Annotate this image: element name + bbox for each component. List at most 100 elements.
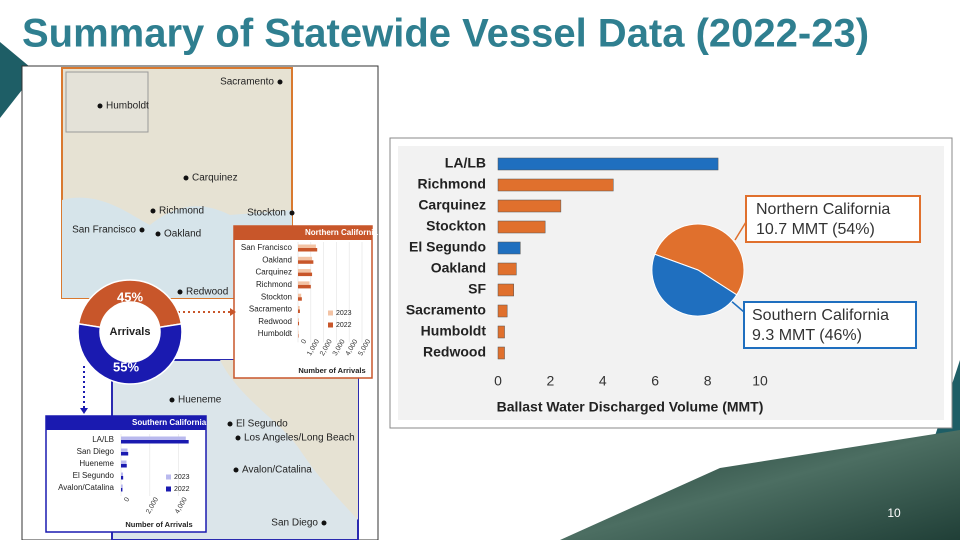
category-label: Humboldt [258,329,293,338]
map-dot [277,79,283,85]
map-dot [155,231,161,237]
map-label: Sacramento [220,77,274,88]
north-chart-header [234,226,372,240]
bar [121,440,189,444]
callout-box [743,301,917,349]
map-label: Carquinez [192,173,238,184]
bar [121,488,123,492]
bar [497,220,546,234]
bar [298,269,311,273]
category-label: El Segundo [73,471,115,480]
map-label: Oakland [164,229,201,240]
map-label: San Diego [271,518,318,529]
bar [497,262,517,276]
map-dot [183,175,189,181]
bar [298,293,302,298]
inset-map [65,71,149,133]
map-dot [139,227,145,233]
chart-title: Northern California [305,228,378,237]
bar [121,484,123,488]
map-label: Redwood [186,287,228,298]
category-label: Oakland [431,260,486,276]
category-label: El Segundo [409,239,486,255]
arrow-head [80,408,88,414]
bar [298,284,311,289]
south-chart-header [46,416,206,430]
bar [121,476,124,480]
x-tick-label: 0 [494,373,502,389]
x-axis-label: Number of Arrivals [125,520,192,529]
bar [497,346,505,360]
map-dot [169,397,175,403]
category-label: Redwood [423,344,486,360]
category-label: SF [468,281,486,297]
category-label: Sacramento [406,302,486,318]
south-chart-box [45,415,207,533]
bar [298,330,299,335]
bar [298,318,299,322]
callout-title: Northern California [756,201,890,218]
category-label: Hueneme [79,459,114,468]
category-label: Stockton [426,218,486,234]
bar [298,260,314,264]
category-label: Redwood [258,317,292,326]
bar [298,321,300,326]
callout-value: 10.7 MMT (54%) [756,221,875,238]
bar [497,199,562,213]
category-label: Carquinez [256,268,292,277]
legend-swatch [166,486,171,492]
category-label: Stockton [261,292,292,301]
category-label: Sacramento [249,305,293,314]
slide-number: 10 [887,506,901,520]
arrow-head [230,308,236,316]
bar [121,452,129,456]
legend-label: 2022 [174,486,190,493]
legend-swatch [328,310,333,316]
category-label: Oakland [262,255,292,264]
bar [121,460,127,464]
bar [121,448,128,452]
x-axis-label: Number of Arrivals [298,366,365,375]
bar [497,283,514,297]
pie-slice [654,223,745,296]
map-label: El Segundo [236,419,288,430]
x-tick-label: 6 [651,373,659,389]
bar [298,244,316,248]
bar [298,256,313,261]
callout-line [729,299,745,313]
bar [497,325,505,339]
legend-swatch [328,322,333,328]
bar [497,178,614,192]
map-dot [177,289,183,295]
bar [497,157,719,171]
bar [298,248,318,252]
bar [121,464,127,468]
x-tick-label: 0 [300,338,308,345]
legend-label: 2022 [336,322,352,329]
category-label: Avalon/Catalina [58,483,114,492]
category-label: LA/LB [445,155,486,171]
legend-label: 2023 [336,310,352,317]
map-label: Los Angeles/Long Beach [244,433,355,444]
map-dot [97,103,103,109]
donut-hole [100,302,160,362]
map-dot [150,208,156,214]
bar [497,304,508,318]
slide-title: Summary of Statewide Vessel Data (2022-2… [22,12,869,56]
legend-label: 2023 [174,474,190,481]
bar [298,297,302,301]
callout-value: 9.3 MMT (46%) [752,327,862,344]
map-dot [233,467,239,473]
map-dot [321,520,327,526]
map-label: Hueneme [178,395,222,406]
map-dot [227,421,233,427]
category-label: LA/LB [92,435,114,444]
bar [121,436,186,440]
bar [298,272,313,277]
map-dot [289,210,295,216]
bar [298,309,300,313]
category-label: Humboldt [421,323,487,339]
category-label: San Francisco [241,243,293,252]
callout-box [745,195,921,243]
donut-label: 45% [117,289,143,304]
